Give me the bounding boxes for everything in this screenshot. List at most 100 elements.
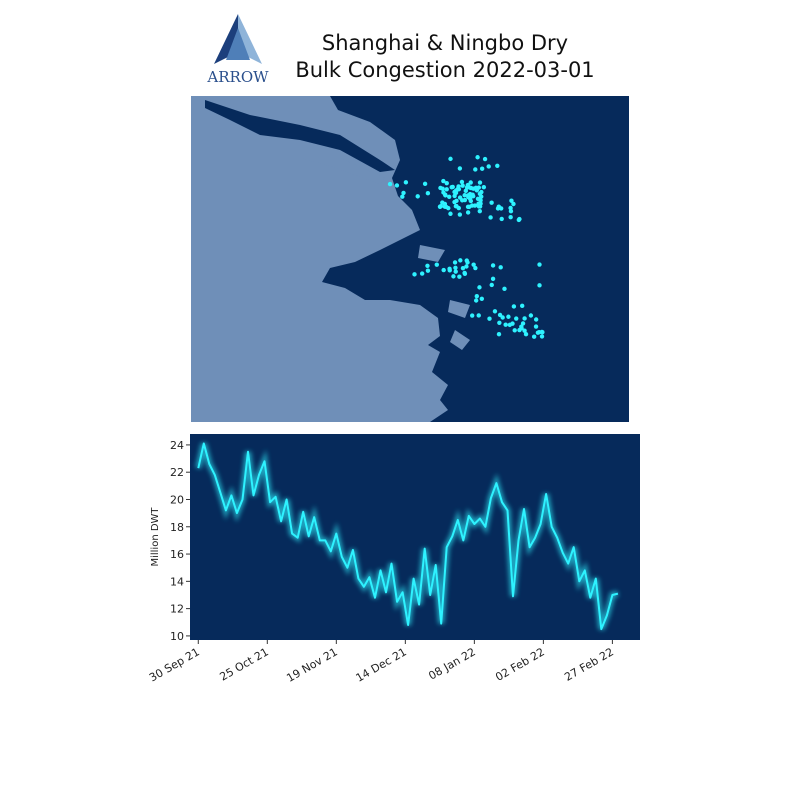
ship — [492, 309, 498, 314]
ship — [523, 332, 529, 337]
ship — [468, 180, 473, 185]
ship — [403, 180, 409, 185]
ship — [446, 205, 451, 211]
line — [197, 442, 619, 631]
ship — [473, 298, 479, 303]
ship — [448, 156, 453, 162]
ship — [475, 155, 480, 160]
y-tick-label: 16 — [170, 548, 184, 561]
ship — [452, 260, 458, 265]
ship — [460, 183, 465, 188]
ship — [489, 282, 494, 288]
y-tick-label: 12 — [170, 603, 184, 616]
ship — [487, 316, 492, 321]
chart-title: Shanghai & Ningbo Dry Bulk Congestion 20… — [295, 31, 595, 82]
ship — [481, 184, 487, 190]
ship — [457, 274, 462, 279]
ship — [425, 263, 430, 268]
ship — [394, 183, 400, 188]
ship — [477, 208, 482, 214]
y-tick-label: 22 — [170, 466, 184, 479]
ship — [482, 156, 488, 162]
ship — [520, 321, 526, 326]
ship — [455, 186, 461, 192]
ship — [451, 274, 456, 279]
ship — [476, 313, 481, 318]
ship — [465, 210, 471, 215]
ship — [442, 204, 448, 209]
ship — [502, 286, 507, 292]
ship — [400, 194, 405, 199]
ship — [508, 205, 513, 211]
ship — [459, 179, 465, 185]
y-axis-label: Million DWT — [150, 507, 161, 567]
ship — [514, 316, 519, 321]
ship — [454, 198, 459, 204]
ship — [443, 192, 448, 197]
ship — [468, 198, 474, 204]
x-tick-label: 27 Feb 22 — [562, 645, 616, 683]
ship — [479, 189, 484, 195]
ship — [460, 265, 466, 271]
ship — [464, 185, 470, 190]
island — [418, 245, 470, 350]
ship — [473, 167, 478, 172]
ship — [453, 265, 458, 270]
ship — [449, 185, 454, 190]
ship — [465, 204, 471, 210]
ship — [471, 262, 476, 267]
ship — [533, 317, 539, 322]
ship — [441, 267, 446, 273]
ship — [531, 334, 537, 339]
ship — [499, 216, 504, 222]
ship — [465, 193, 471, 198]
ships — [387, 155, 545, 339]
ship — [470, 192, 475, 197]
ship — [511, 304, 517, 309]
ship — [457, 212, 463, 217]
ship — [509, 198, 514, 203]
ship — [447, 266, 452, 272]
ship — [508, 208, 514, 214]
x-tick-label: 02 Feb 22 — [493, 645, 547, 683]
logo-shape — [226, 28, 250, 60]
x-tick-label: 14 Dec 21 — [354, 645, 409, 684]
ship — [537, 283, 542, 288]
ship — [434, 262, 440, 267]
ship — [475, 196, 481, 201]
ship — [473, 265, 478, 271]
ship — [490, 276, 496, 282]
ship — [519, 303, 525, 309]
ship — [438, 185, 443, 191]
ship — [412, 272, 417, 277]
ship — [438, 204, 444, 209]
ship — [401, 190, 406, 196]
ship — [464, 258, 469, 263]
x-tick-label: 19 Nov 21 — [284, 645, 339, 684]
ship — [387, 181, 393, 187]
ship — [425, 190, 431, 196]
ship — [486, 164, 491, 169]
ship — [463, 188, 469, 194]
ship — [448, 211, 453, 216]
ship — [490, 263, 496, 268]
ship — [444, 180, 449, 186]
y-tick-label: 24 — [170, 439, 184, 452]
ship — [516, 217, 522, 223]
ship — [508, 215, 513, 220]
ship — [512, 328, 517, 333]
ship — [488, 215, 493, 220]
ship — [522, 328, 527, 333]
river — [205, 100, 395, 172]
map — [191, 96, 629, 422]
ship — [496, 331, 502, 337]
ship — [446, 194, 452, 200]
ship — [444, 187, 449, 192]
ship — [539, 334, 545, 339]
ship — [458, 258, 463, 263]
ship — [503, 322, 508, 327]
island — [300, 150, 385, 184]
ship — [462, 193, 467, 198]
ship — [500, 315, 505, 320]
ship — [511, 201, 516, 207]
